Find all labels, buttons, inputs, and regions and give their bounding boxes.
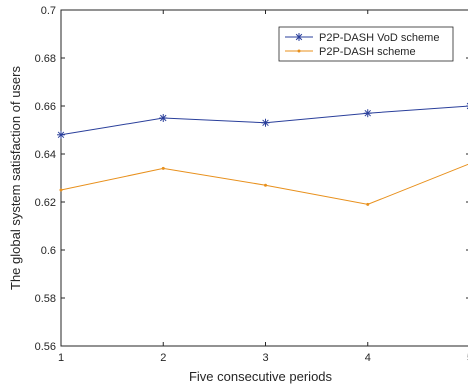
y-axis-label: The global system satisfaction of users xyxy=(8,66,23,290)
y-tick-label: 0.56 xyxy=(35,341,56,353)
data-point xyxy=(366,202,370,206)
y-tick-label: 0.64 xyxy=(35,149,56,161)
x-tick-label: 3 xyxy=(262,352,268,364)
data-point xyxy=(295,33,303,41)
y-tick-label: 0.66 xyxy=(35,101,56,113)
x-tick-label: 4 xyxy=(365,352,371,364)
series-layer xyxy=(57,102,468,206)
y-tick-label: 0.6 xyxy=(41,245,56,257)
x-tick-label: 5 xyxy=(467,352,468,364)
x-axis-label: Five consecutive periods xyxy=(189,369,333,384)
data-point xyxy=(363,109,372,118)
series-1 xyxy=(57,102,468,139)
legend-entry: P2P-DASH scheme xyxy=(285,46,416,58)
x-tick-label: 2 xyxy=(160,352,166,364)
legend-box xyxy=(278,26,454,62)
plot-area xyxy=(60,9,468,347)
legend-label: P2P-DASH VoD scheme xyxy=(319,32,439,44)
data-point xyxy=(57,130,65,139)
x-tick-label: 1 xyxy=(58,352,64,364)
data-point xyxy=(297,49,301,53)
data-point xyxy=(161,166,165,170)
plot-frame xyxy=(60,9,468,347)
y-tick-label: 0.58 xyxy=(35,293,56,305)
data-point xyxy=(159,114,168,122)
data-point xyxy=(59,188,63,192)
data-point xyxy=(261,118,270,127)
legend: P2P-DASH VoD scheme P2P-DASH scheme xyxy=(278,26,454,62)
y-tick-label: 0.68 xyxy=(35,53,56,65)
x-axis: 1 2 3 4 5 xyxy=(58,10,468,364)
y-axis: 0.56 0.58 0.6 0.62 0.64 0.66 0.68 0.7 xyxy=(35,5,468,353)
data-point xyxy=(466,102,468,110)
y-tick-label: 0.7 xyxy=(41,5,56,17)
series-2 xyxy=(59,163,468,206)
legend-label: P2P-DASH scheme xyxy=(319,46,416,58)
y-tick-label: 0.62 xyxy=(35,197,56,209)
data-point xyxy=(264,183,267,187)
legend-entry: P2P-DASH VoD scheme xyxy=(285,32,439,44)
